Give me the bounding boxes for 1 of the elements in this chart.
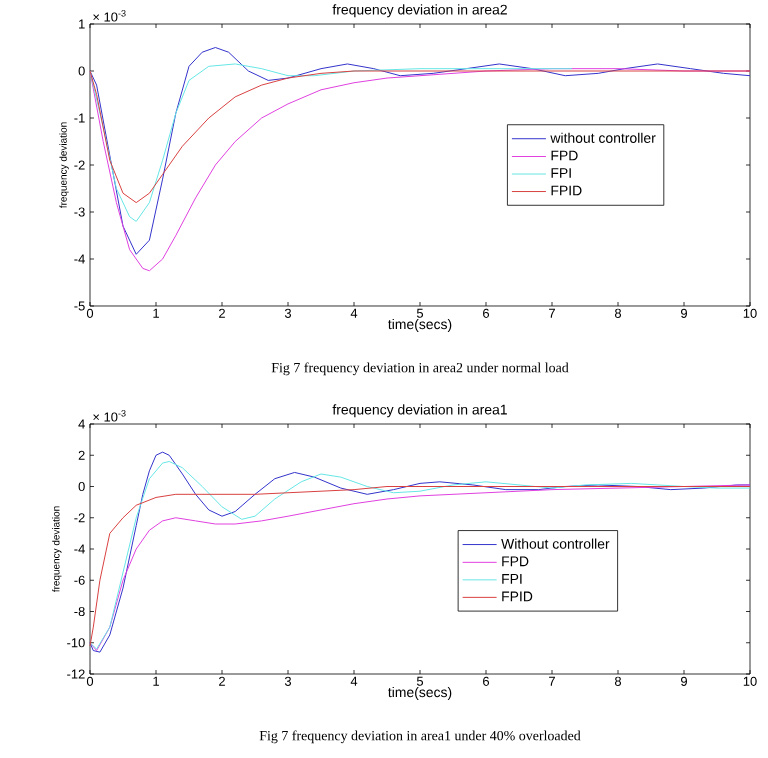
line-series [89, 47, 751, 255]
